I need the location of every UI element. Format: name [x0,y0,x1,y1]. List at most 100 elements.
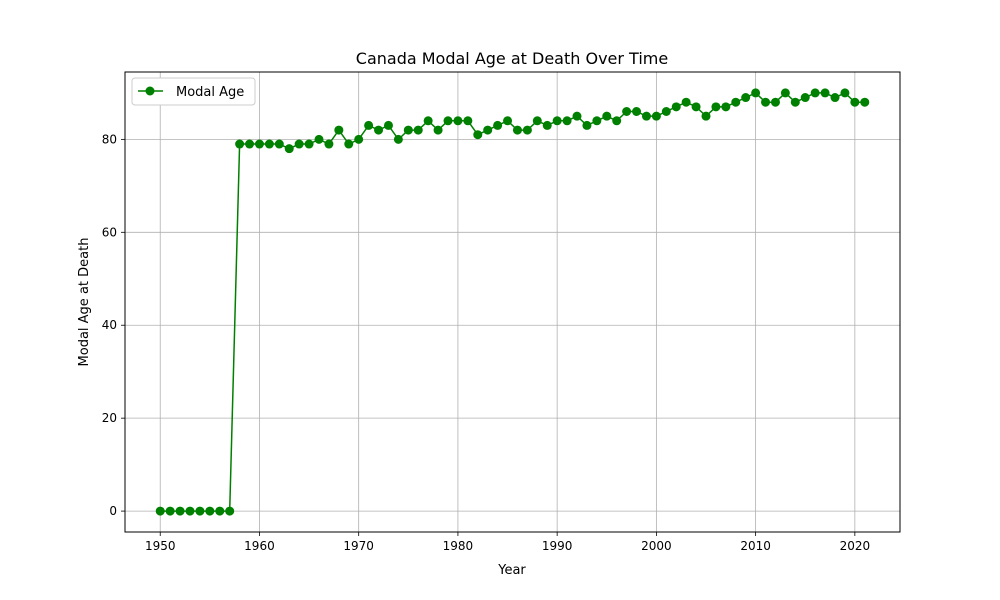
x-tick-label: 2010 [740,539,771,553]
y-tick-label: 80 [102,132,117,146]
data-point [651,111,661,121]
y-axis-label: Modal Age at Death [77,238,92,367]
data-point [175,506,185,516]
data-point [205,506,215,516]
legend-box [131,77,256,106]
data-point [393,134,403,144]
data-point [354,134,364,144]
data-point [552,116,562,126]
grid [125,72,900,532]
data-point [542,120,552,130]
data-point [572,111,582,121]
data-point [820,88,830,98]
data-point [245,139,255,149]
x-tick-label: 1960 [244,539,275,553]
data-point [741,93,751,103]
legend-marker [145,86,155,96]
data-point [612,116,622,126]
data-point [254,139,264,149]
data-point [770,97,780,107]
x-tick-label: 1990 [542,539,573,553]
data-point [374,125,384,135]
data-point [493,120,503,130]
data-point [165,506,175,516]
data-point [195,506,205,516]
y-tick-label: 60 [102,225,117,239]
data-point [512,125,522,135]
data-point [810,88,820,98]
data-point [761,97,771,107]
data-point [701,111,711,121]
data-point [622,106,632,116]
data-point [235,139,245,149]
data-point [532,116,542,126]
data-point [731,97,741,107]
data-point [453,116,463,126]
chart-title: Canada Modal Age at Death Over Time [356,49,668,68]
data-point [800,93,810,103]
data-point [334,125,344,135]
data-point [522,125,532,135]
data-point [324,139,334,149]
data-point [632,106,642,116]
data-point [304,139,314,149]
data-point [592,116,602,126]
x-axis-label: Year [497,563,526,578]
data-point [671,102,681,112]
data-point [413,125,423,135]
data-point [155,506,165,516]
data-point [185,506,195,516]
x-tick-label: 1950 [145,539,176,553]
y-tick-label: 0 [109,504,117,518]
data-point [344,139,354,149]
y-axis-ticks: 0 20 40 60 80 [102,132,125,518]
data-point [860,97,870,107]
y-tick-label: 20 [102,411,117,425]
x-axis-ticks: 1950 1960 1970 1980 1990 2000 2010 2020 [145,532,870,553]
x-tick-label: 1970 [343,539,374,553]
data-point [314,134,324,144]
data-point [383,120,393,130]
data-point [661,106,671,116]
data-point [364,120,374,130]
data-point [602,111,612,121]
legend-label: Modal Age [176,85,244,100]
data-point [850,97,860,107]
x-tick-label: 2000 [641,539,672,553]
series-layer [155,88,870,516]
data-point [751,88,761,98]
data-point [264,139,274,149]
plot-frame [124,71,901,533]
data-point [780,88,790,98]
x-tick-label: 2020 [840,539,871,553]
data-point [284,144,294,154]
series-line [160,92,865,512]
data-point [503,116,513,126]
data-point [423,116,433,126]
x-tick-label: 1980 [443,539,474,553]
data-point [403,125,413,135]
data-point [433,125,443,135]
data-point [274,139,284,149]
data-point [582,120,592,130]
data-point [691,102,701,112]
data-point [483,125,493,135]
data-point [641,111,651,121]
data-point [443,116,453,126]
data-point [790,97,800,107]
data-point [830,93,840,103]
data-point [463,116,473,126]
data-point [840,88,850,98]
legend: Modal Age [131,77,256,106]
data-point [721,102,731,112]
data-point [473,130,483,140]
data-point [215,506,225,516]
data-point [681,97,691,107]
y-tick-label: 40 [102,318,117,332]
data-point [711,102,721,112]
data-point [562,116,572,126]
data-point [294,139,304,149]
data-point [225,506,235,516]
